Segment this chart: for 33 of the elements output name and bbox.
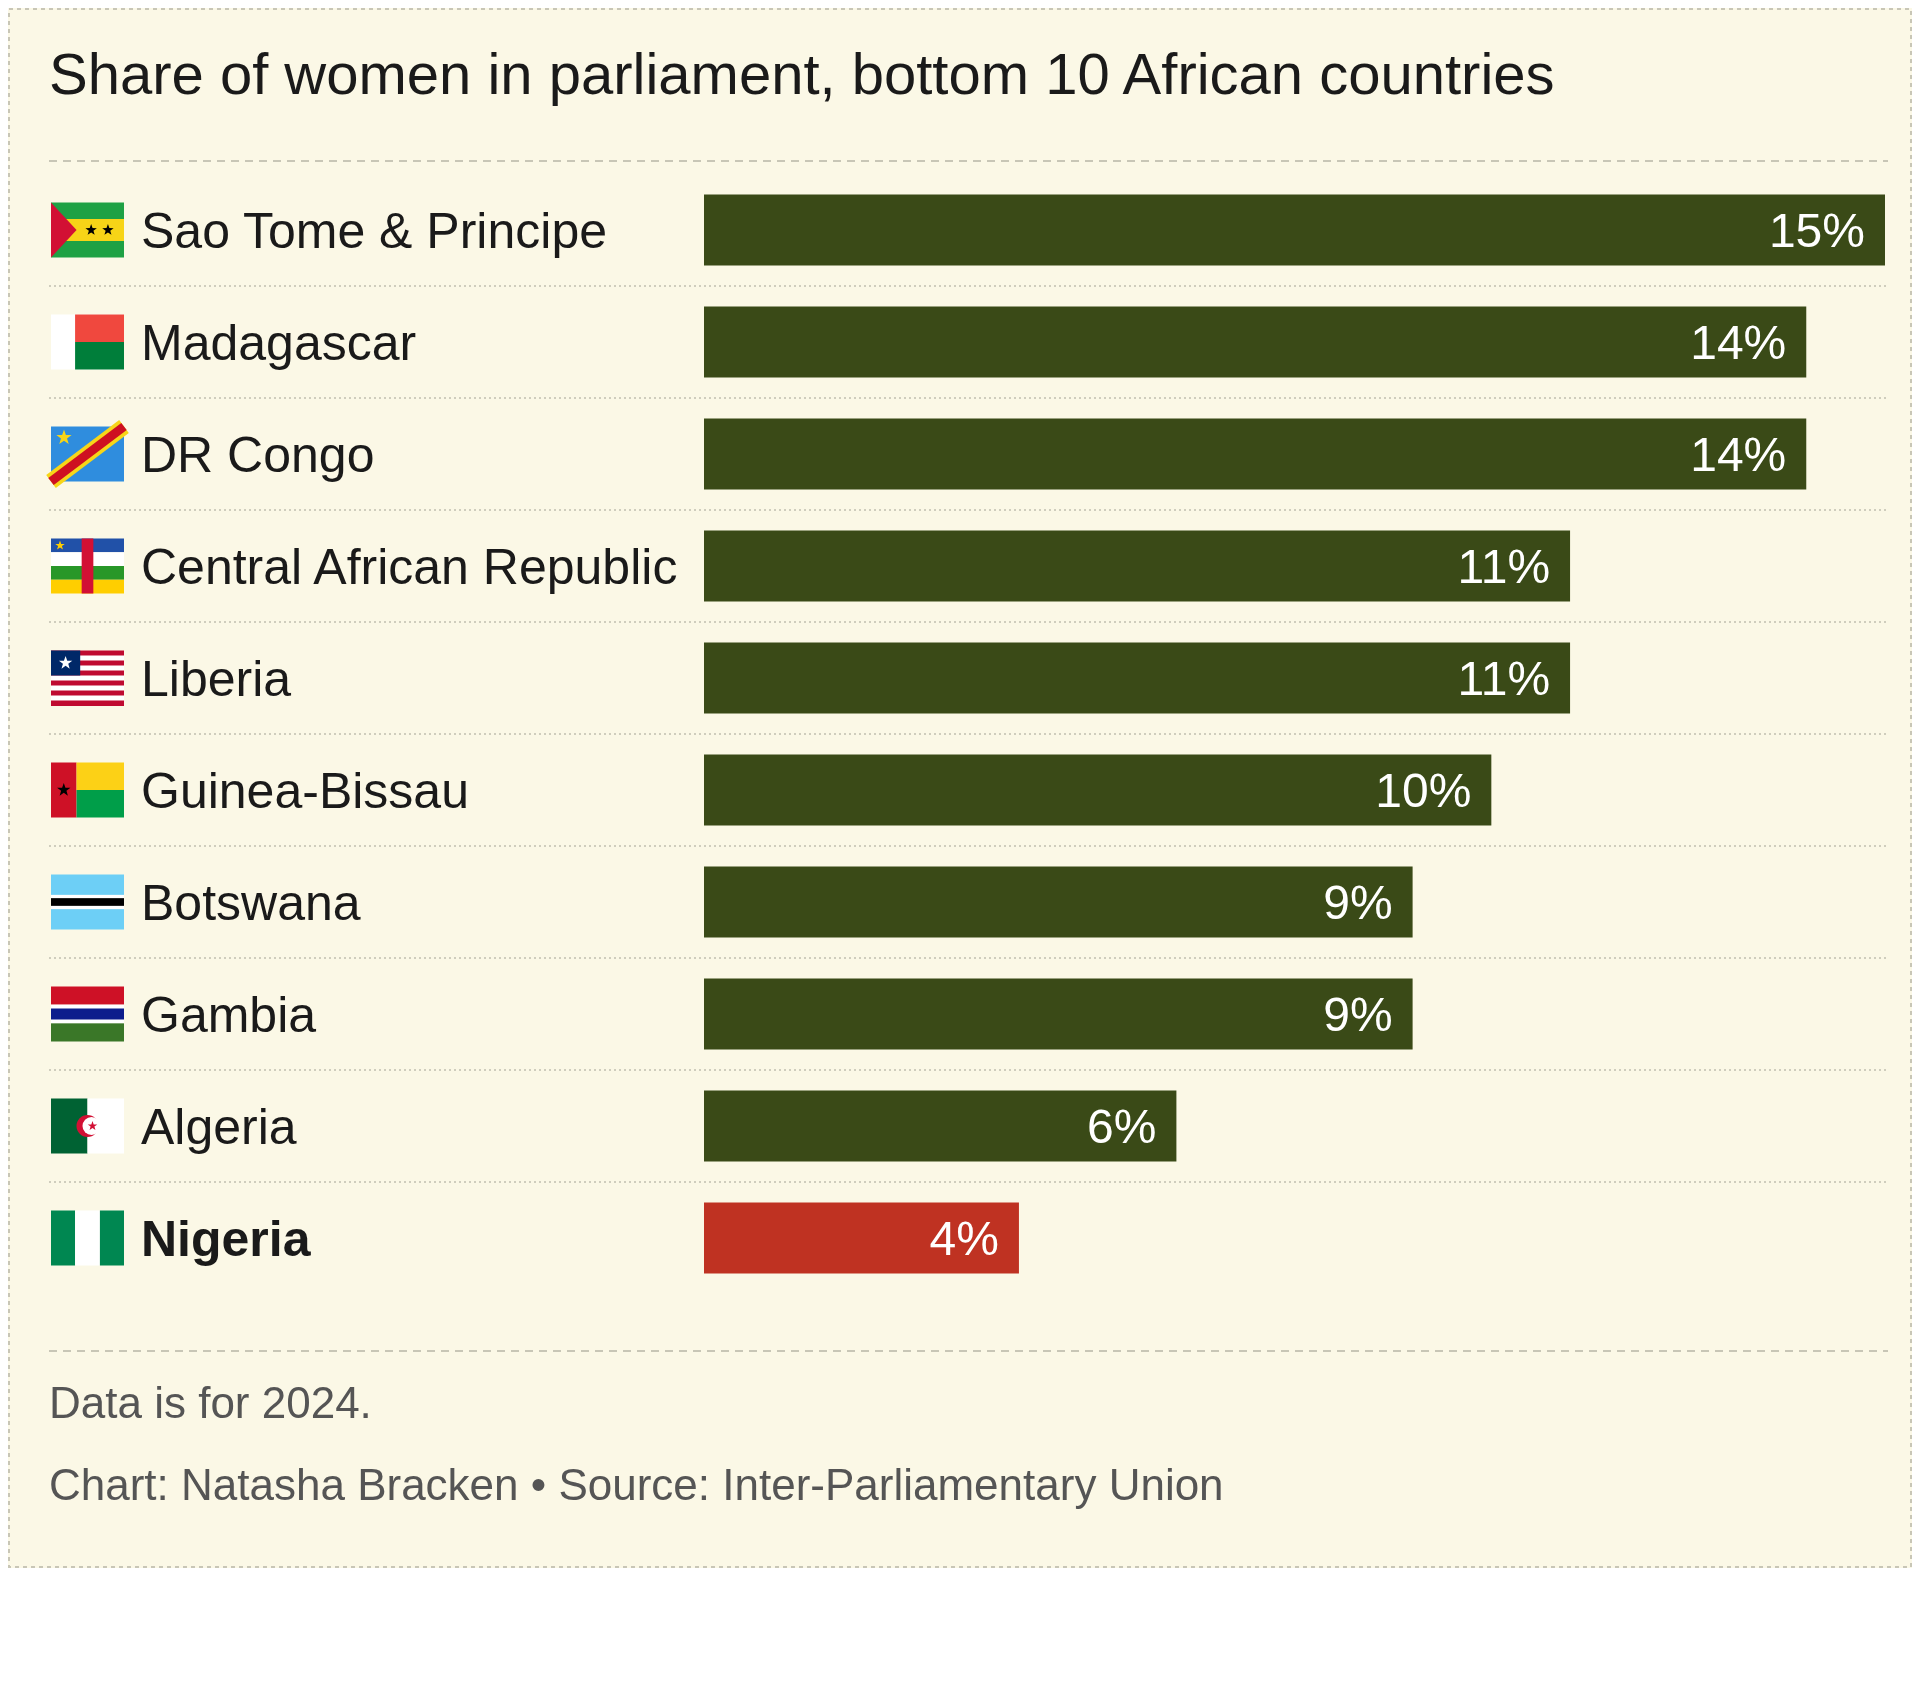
bar <box>704 866 1413 938</box>
data-label: 4% <box>929 1211 999 1265</box>
text: Chart: Natasha Bracken • Source: Inter-Parliamentary Union <box>49 1460 1224 1509</box>
y-tick-label: Algeria <box>141 1098 297 1155</box>
y-tick-label: Madagascar <box>141 314 417 371</box>
bar <box>704 306 1807 378</box>
y-tick-label: Nigeria <box>141 1210 312 1267</box>
y-tick-label: Central African Republic <box>141 538 678 595</box>
data-label: 15% <box>1768 203 1865 257</box>
y-tick-label: Liberia <box>141 650 292 707</box>
y-tick-label: Gambia <box>141 986 317 1043</box>
y-tick-label: Botswana <box>141 874 361 931</box>
data-label: 9% <box>1323 987 1393 1041</box>
bar <box>704 1090 1177 1162</box>
bar <box>704 754 1492 826</box>
y-tick-label: Sao Tome & Principe <box>141 202 607 259</box>
bar <box>704 1202 1019 1274</box>
bar <box>704 642 1571 714</box>
text: Data is for 2024. <box>49 1378 372 1427</box>
data-label: 14% <box>1690 427 1787 481</box>
data-label: 11% <box>1457 651 1551 705</box>
bar <box>704 978 1413 1050</box>
bar <box>704 194 1885 266</box>
y-tick-label: Guinea-Bissau <box>141 762 469 819</box>
data-label: 10% <box>1375 763 1472 817</box>
chart-title: Share of women in parliament, bottom 10 African countries <box>49 41 1555 106</box>
data-label: 14% <box>1690 315 1787 369</box>
data-label: 9% <box>1323 875 1393 929</box>
bar <box>704 530 1571 602</box>
data-label: 6% <box>1087 1099 1157 1153</box>
bar <box>704 418 1807 490</box>
data-label: 11% <box>1457 539 1551 593</box>
y-tick-label: DR Congo <box>141 426 375 483</box>
